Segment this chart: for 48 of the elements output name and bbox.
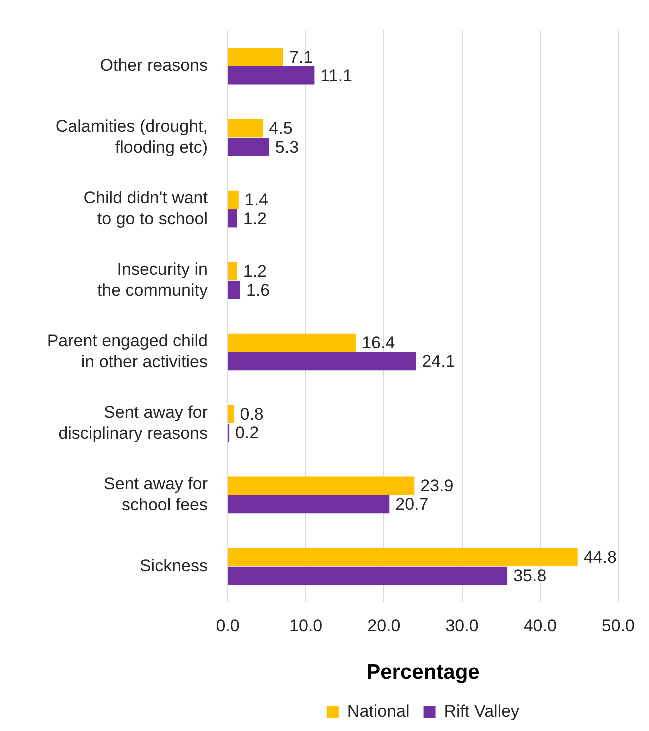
data-label: 11.1 bbox=[320, 66, 353, 86]
y-tick-label: Sickness bbox=[140, 556, 208, 576]
y-tick-label: Sent away for disciplinary reasons bbox=[58, 402, 208, 444]
y-tick-label: Parent engaged child in other activities bbox=[47, 331, 208, 372]
y-tick-label: Child didn't want to go to school bbox=[84, 188, 208, 229]
bar bbox=[228, 190, 239, 210]
x-tick-label: 10.0 bbox=[290, 616, 323, 636]
x-tick-label: 0.0 bbox=[216, 616, 240, 636]
data-label: 1.6 bbox=[246, 280, 270, 300]
bar bbox=[228, 548, 578, 566]
data-label: 7.1 bbox=[289, 48, 314, 67]
bar bbox=[228, 495, 390, 514]
data-label: 0.2 bbox=[236, 424, 260, 443]
data-label: 1.2 bbox=[243, 209, 268, 228]
x-tick-label: 20.0 bbox=[368, 616, 401, 636]
data-label: 1.2 bbox=[243, 262, 268, 282]
x-tick-label: 40.0 bbox=[524, 616, 557, 636]
bar bbox=[228, 405, 234, 424]
bar bbox=[228, 209, 238, 228]
data-label: 35.8 bbox=[514, 566, 547, 586]
data-label: 0.8 bbox=[240, 405, 264, 424]
data-label: 23.9 bbox=[420, 476, 454, 496]
data-label: 4.5 bbox=[269, 119, 293, 138]
y-tick-label: Other reasons bbox=[100, 56, 208, 76]
y-tick-label: Sent away for school fees bbox=[104, 474, 208, 515]
data-label: 20.7 bbox=[396, 495, 429, 514]
bar bbox=[228, 280, 240, 300]
x-tick-label: 50.0 bbox=[602, 616, 636, 636]
bar bbox=[228, 352, 416, 371]
legend-label: Rift Valley bbox=[444, 702, 520, 722]
y-tick-label: Insecurity in the community bbox=[97, 260, 208, 300]
bar bbox=[228, 138, 270, 156]
data-label: 5.3 bbox=[275, 138, 300, 157]
data-label: 16.4 bbox=[362, 334, 396, 353]
bar bbox=[228, 566, 508, 586]
bar bbox=[228, 476, 415, 496]
x-axis-title: Percentage bbox=[366, 661, 480, 684]
bar bbox=[228, 119, 264, 138]
bar bbox=[228, 48, 284, 66]
bar bbox=[228, 262, 238, 281]
data-label: 44.8 bbox=[584, 548, 617, 568]
bar bbox=[228, 66, 315, 85]
y-tick-label: Calamities (drought, flooding etc) bbox=[56, 116, 208, 158]
data-label: 24.1 bbox=[422, 352, 456, 372]
x-tick-label: 30.0 bbox=[446, 616, 479, 636]
bar bbox=[228, 334, 356, 352]
data-label: 1.4 bbox=[244, 190, 269, 210]
legend-label: National bbox=[347, 702, 410, 722]
